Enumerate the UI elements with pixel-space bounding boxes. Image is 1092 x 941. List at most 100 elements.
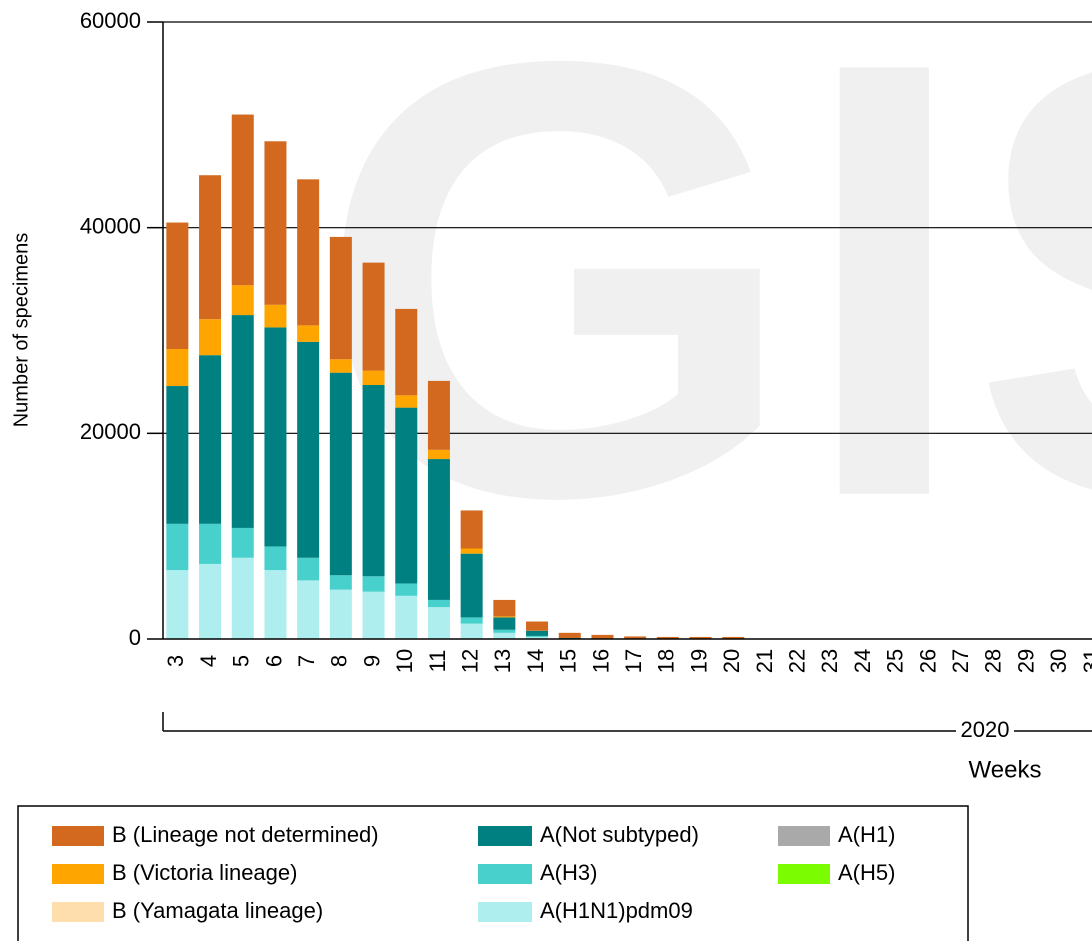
bar-segment xyxy=(591,634,614,639)
x-tick-label: 22 xyxy=(784,649,809,673)
x-axis-label: Weeks xyxy=(969,756,1042,783)
x-tick-label: 25 xyxy=(883,649,908,673)
x-tick-label: 31 xyxy=(1079,649,1092,673)
legend-swatch xyxy=(52,826,104,846)
bar-segment xyxy=(264,327,287,547)
x-group-bracket xyxy=(162,712,1092,732)
legend-label: A(H1) xyxy=(838,822,895,847)
bar-segment xyxy=(231,315,254,528)
x-tick-label: 19 xyxy=(686,649,711,673)
bar-segment xyxy=(722,636,745,639)
bar-segment xyxy=(460,510,483,549)
legend-swatch xyxy=(778,864,830,884)
x-tick-label: 24 xyxy=(850,649,875,673)
bar-segment xyxy=(689,636,712,639)
x-tick-label: 30 xyxy=(1046,649,1071,673)
bar-segment xyxy=(395,583,418,596)
bar-segment xyxy=(297,179,320,326)
bar-segment xyxy=(395,595,418,639)
legend-swatch xyxy=(52,864,104,884)
x-tick-label: 23 xyxy=(817,649,842,673)
x-tick-label: 6 xyxy=(261,655,286,667)
legend-label: B (Lineage not determined) xyxy=(112,822,379,847)
legend-label: B (Victoria lineage) xyxy=(112,860,297,885)
x-tick-label: 13 xyxy=(490,649,515,673)
bar-segment xyxy=(624,636,647,639)
x-tick-label: 16 xyxy=(588,649,613,673)
bar-segment xyxy=(329,372,352,576)
x-tick-label: 4 xyxy=(196,655,221,667)
legend-label: A(Not subtyped) xyxy=(540,822,699,847)
legend-label: A(H1N1)pdm09 xyxy=(540,898,693,923)
x-tick-label: 27 xyxy=(948,649,973,673)
x-tick-label: 26 xyxy=(915,649,940,673)
bar-segment xyxy=(264,304,287,328)
legend-label: B (Yamagata lineage) xyxy=(112,898,323,923)
legend-label: A(H5) xyxy=(838,860,895,885)
bar-segment xyxy=(460,548,483,554)
y-tick-label: 0 xyxy=(129,625,141,650)
bar-segment xyxy=(395,407,418,584)
bar-segment xyxy=(199,319,222,356)
x-tick-label: 9 xyxy=(359,655,384,667)
bar-segment xyxy=(526,621,549,631)
bar-segment xyxy=(166,386,189,524)
bar-segment xyxy=(329,359,352,373)
x-tick-label: 29 xyxy=(1013,649,1038,673)
bar-segment xyxy=(297,580,320,639)
bar-segment xyxy=(526,635,549,637)
x-tick-label: 8 xyxy=(327,655,352,667)
bar-segment xyxy=(329,236,352,360)
bar-segment xyxy=(526,630,549,636)
bar-segment xyxy=(362,262,385,371)
bar-segment xyxy=(493,617,516,630)
bar-segment xyxy=(297,557,320,581)
x-tick-label: 21 xyxy=(752,649,777,673)
x-tick-label: 5 xyxy=(229,655,254,667)
bar-segment xyxy=(166,222,189,350)
bar-segment xyxy=(493,616,516,618)
bar-segment xyxy=(199,175,222,320)
y-tick-label: 40000 xyxy=(80,213,141,238)
x-tick-label: 28 xyxy=(981,649,1006,673)
bar-segment xyxy=(427,607,450,639)
bar-segment xyxy=(362,576,385,592)
bar-segment xyxy=(329,575,352,590)
bar-segment xyxy=(493,632,516,639)
bar-segment xyxy=(493,629,516,633)
bar-segment xyxy=(558,632,581,638)
x-tick-label: 3 xyxy=(163,655,188,667)
bar-segment xyxy=(362,385,385,577)
legend-swatch xyxy=(478,864,532,884)
x-tick-label: 17 xyxy=(621,649,646,673)
bar-segment xyxy=(231,114,254,286)
x-tick-label: 12 xyxy=(457,649,482,673)
legend-label: A(H3) xyxy=(540,860,597,885)
bar-segment xyxy=(166,523,189,571)
bar-segment xyxy=(362,370,385,386)
x-tick-label: 14 xyxy=(523,649,548,673)
x-tick-label: 7 xyxy=(294,655,319,667)
bar-segment xyxy=(231,527,254,558)
bar-segment xyxy=(264,546,287,571)
bar-segment xyxy=(297,341,320,558)
bar-segment xyxy=(395,395,418,408)
bar-segment xyxy=(362,591,385,639)
bar-segment xyxy=(656,636,679,639)
x-tick-label: 11 xyxy=(425,650,450,673)
legend-swatch xyxy=(52,902,104,922)
bar-segment xyxy=(427,449,450,460)
x-tick-label: 10 xyxy=(392,649,417,673)
bar-segment xyxy=(199,355,222,524)
x-tick-label: 20 xyxy=(719,649,744,673)
y-tick-label: 60000 xyxy=(80,8,141,33)
bar-segment xyxy=(231,285,254,316)
y-tick-label: 20000 xyxy=(80,419,141,444)
bar-segment xyxy=(460,617,483,624)
x-tick-label: 18 xyxy=(654,649,679,673)
y-axis-label: Number of specimens xyxy=(10,233,32,428)
x-tick-label: 15 xyxy=(556,649,581,673)
legend-swatch xyxy=(478,902,532,922)
bar-segment xyxy=(199,563,222,639)
